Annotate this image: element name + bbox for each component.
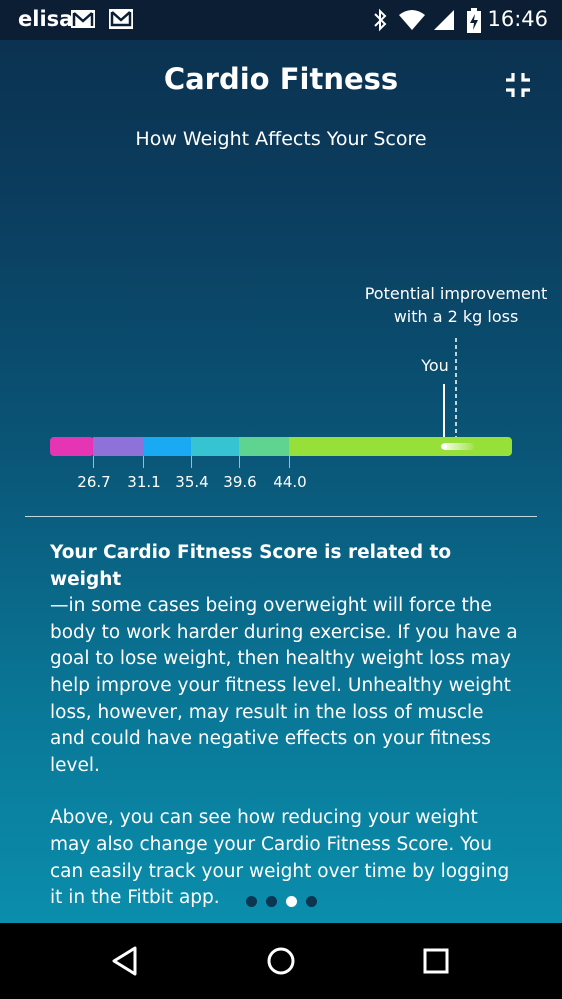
page-title: Cardio Fitness [163, 62, 399, 96]
back-icon[interactable] [105, 941, 145, 981]
bar-segment-6-join [289, 437, 299, 456]
you-label: You [420, 356, 449, 375]
section-divider [25, 516, 537, 517]
bar-segment-1 [50, 437, 94, 456]
carrier-name: elisa [18, 7, 74, 31]
tick-label-3: 35.4 [175, 473, 208, 491]
bar-segment-3 [143, 437, 192, 456]
bluetooth-icon [374, 8, 387, 32]
paragraph-1-heading: Your Cardio Fitness Score is related to … [50, 542, 452, 590]
bar-segment-5 [239, 437, 290, 456]
tick-label-5: 44.0 [273, 473, 306, 491]
you-marker-dot [441, 443, 447, 450]
bar-segment-6 [289, 437, 512, 456]
status-bar: elisa 16:46 [0, 0, 562, 40]
page-indicator [0, 896, 562, 910]
paragraph-1: Your Cardio Fitness Score is related to … [50, 540, 520, 779]
tick-label-4: 39.6 [223, 473, 256, 491]
paragraph-2: Above, you can see how reducing your wei… [50, 807, 510, 909]
weight-score-chart: Potential improvement with a 2 kg loss Y… [50, 284, 548, 491]
collapse-icon[interactable] [503, 70, 533, 100]
navigation-bar [0, 923, 562, 999]
battery-charging-icon [467, 8, 481, 33]
chart-subtitle: How Weight Affects Your Score [135, 128, 427, 150]
improvement-highlight [442, 443, 474, 450]
bar-segment-4 [191, 437, 240, 456]
page-dot-3[interactable] [285, 896, 297, 907]
page-dot-4[interactable] [305, 896, 317, 907]
wifi-icon [399, 10, 425, 30]
score-bar [50, 437, 512, 456]
cell-signal-icon [434, 10, 454, 30]
page-dot-1[interactable] [245, 896, 257, 907]
gmail-icon [71, 10, 95, 28]
recents-icon[interactable] [416, 941, 456, 981]
bar-segment-2 [93, 437, 144, 456]
inbox-icon [109, 9, 133, 29]
status-time: 16:46 [487, 7, 548, 31]
page-dot-2[interactable] [265, 896, 277, 907]
explanation-text: Your Cardio Fitness Score is related to … [50, 540, 520, 912]
home-icon[interactable] [261, 941, 301, 981]
paragraph-1-body: —in some cases being overweight will for… [50, 595, 518, 776]
tick-label-2: 31.1 [127, 473, 160, 491]
improvement-label-line1: Potential improvement [365, 284, 548, 303]
improvement-label-line2: with a 2 kg loss [394, 307, 519, 326]
tick-label-1: 26.7 [77, 473, 110, 491]
